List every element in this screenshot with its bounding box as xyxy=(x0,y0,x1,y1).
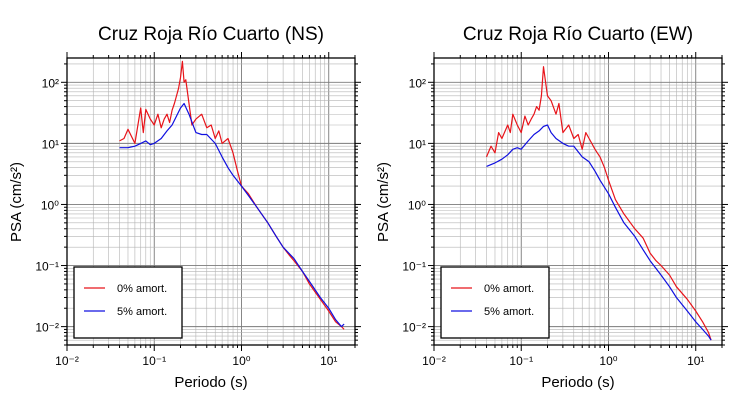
legend-label-0: 0% amort. xyxy=(117,283,167,295)
y-tick-label: 10² xyxy=(409,76,426,90)
x-tick-label: 10⁻¹ xyxy=(142,354,166,368)
series-line-0 xyxy=(485,66,712,341)
chart-title: Cruz Roja Río Cuarto (EW) xyxy=(463,24,693,45)
y-tick-label: 10⁻² xyxy=(35,321,59,335)
series-line-0 xyxy=(119,60,345,330)
legend-label-1: 5% amort. xyxy=(484,306,534,318)
legend-box xyxy=(73,266,183,339)
legend-label-1: 5% amort. xyxy=(117,306,167,318)
x-tick-label: 10⁻¹ xyxy=(509,354,533,368)
chart-panel-ns: Cruz Roja Río Cuarto (NS) 10⁻² 10⁻¹ 10⁰ 10¹… xyxy=(8,24,361,391)
y-tick-label: 10⁰ xyxy=(41,198,59,212)
y-tick-label: 10⁻¹ xyxy=(402,260,426,274)
legend-label-0: 0% amort. xyxy=(484,283,534,295)
plot-frame xyxy=(433,57,723,346)
series-line-1 xyxy=(119,102,345,328)
x-axis-label: Periodo (s) xyxy=(174,374,247,391)
x-tick-label: 10⁰ xyxy=(599,354,617,368)
legend: 0% amort. 5% amort. xyxy=(440,266,550,339)
x-tick-label: 10¹ xyxy=(320,354,337,368)
chart-title: Cruz Roja Río Cuarto (NS) xyxy=(98,24,324,45)
y-axis-label: PSA (cm/s²) xyxy=(8,162,25,242)
y-tick-label: 10¹ xyxy=(42,137,59,151)
chart-panel-ew: Cruz Roja Río Cuarto (EW) 10⁻² 10⁻¹ 10⁰ 10¹… xyxy=(375,24,728,391)
x-tick-label: 10⁻² xyxy=(55,354,79,368)
y-axis-label: PSA (cm/s²) xyxy=(375,162,392,242)
y-tick-label: 10¹ xyxy=(409,137,426,151)
x-axis-label: Periodo (s) xyxy=(541,374,614,391)
y-tick-label: 10⁻¹ xyxy=(35,260,59,274)
x-tick-label: 10⁰ xyxy=(232,354,250,368)
y-tick-label: 10² xyxy=(42,76,59,90)
y-tick-label: 10⁻² xyxy=(402,321,426,335)
legend: 0% amort. 5% amort. xyxy=(73,266,183,339)
series-line-1 xyxy=(486,124,712,341)
x-tick-label: 10⁻² xyxy=(422,354,446,368)
legend-box xyxy=(440,266,550,339)
plot-frame xyxy=(66,57,356,346)
y-tick-label: 10⁰ xyxy=(408,198,426,212)
x-tick-label: 10¹ xyxy=(687,354,704,368)
